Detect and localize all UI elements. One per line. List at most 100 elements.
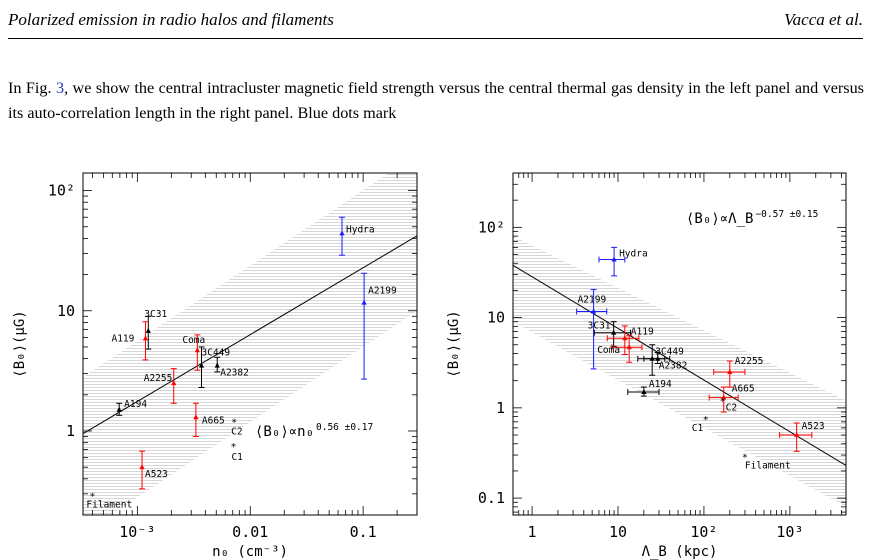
data-point: A665 xyxy=(708,384,755,413)
point-label: A523 xyxy=(145,469,168,480)
y-axis-label: ⟨B₀⟩(μG) xyxy=(446,310,462,377)
star-marker: * xyxy=(742,452,748,463)
y-tick-label: 1 xyxy=(66,422,75,440)
x-tick-label: 1 xyxy=(528,523,537,541)
triangle-marker xyxy=(794,432,800,438)
point-label: A2199 xyxy=(578,294,607,305)
star-marker: * xyxy=(230,442,236,453)
data-point: A2255 xyxy=(144,368,177,404)
point-label: 3C449 xyxy=(655,347,684,358)
triangle-marker xyxy=(611,329,617,335)
point-label: Hydra xyxy=(619,249,648,260)
data-point: A2382 xyxy=(643,352,687,372)
point-label: A194 xyxy=(124,399,147,410)
y-tick-label: 10² xyxy=(478,218,505,236)
x-tick-label: 10³ xyxy=(776,523,803,541)
point-label: 3C449 xyxy=(202,348,231,359)
triangle-marker xyxy=(641,388,647,394)
triangle-marker xyxy=(361,299,367,305)
point-label: Hydra xyxy=(346,224,375,235)
left-panel-plot: 10⁻³ 0.01 0.1 1 10 10² n₀ (cm⁻³) ⟨B₀⟩(μG) ⟨B₀⟩∝n… xyxy=(12,172,418,560)
y-axis-label: ⟨B₀⟩(μG) xyxy=(12,310,28,377)
data-point: A523 xyxy=(779,421,825,452)
point-label: C1 xyxy=(692,423,704,434)
triangle-marker xyxy=(590,308,597,314)
data-point: *C1 xyxy=(692,415,709,434)
point-label: A194 xyxy=(649,379,672,390)
x-tick-label: 0.1 xyxy=(350,523,377,541)
paragraph-text: , we show the central intracluster magne… xyxy=(8,79,864,122)
x-axis-label: Λ_B (kpc) xyxy=(642,544,718,560)
data-point: A119 xyxy=(606,325,654,356)
figure-reference-link[interactable]: 3 xyxy=(55,79,65,97)
triangle-marker xyxy=(626,344,632,350)
triangle-marker xyxy=(721,394,727,400)
y-tick-label: 1 xyxy=(496,399,505,417)
data-point: A194 xyxy=(116,399,147,416)
point-label: A665 xyxy=(732,384,755,395)
star-marker: * xyxy=(231,417,237,428)
y-tick-label: 10 xyxy=(487,309,505,327)
point-label: A523 xyxy=(802,421,825,432)
triangle-marker xyxy=(116,406,122,412)
data-point: Coma xyxy=(597,335,643,363)
triangle-marker xyxy=(655,355,661,361)
triangle-marker xyxy=(622,335,628,341)
data-point: *Filament xyxy=(86,492,132,511)
y-tick-label: 0.1 xyxy=(478,489,505,507)
data-point: A194 xyxy=(627,379,672,397)
point-label: Filament xyxy=(745,460,791,471)
data-point: *C1 xyxy=(230,442,243,463)
x-tick-label: 10⁻³ xyxy=(119,523,155,541)
right-panel-plot: 1 10 10² 10³ 0.1 1 10 10² Λ_B (kpc) ⟨B₀⟩(μG) ⟨B₀⟩∝… xyxy=(446,172,847,560)
triangle-marker xyxy=(198,362,205,368)
data-point: *Filament xyxy=(742,452,791,471)
fit-line xyxy=(513,264,846,466)
point-label: C2 xyxy=(726,403,737,414)
x-axis-label: n₀ (cm⁻³) xyxy=(212,544,288,560)
point-label: A665 xyxy=(202,415,225,426)
running-title: Polarized emission in radio halos and fi… xyxy=(8,10,334,29)
plot-frame xyxy=(512,172,847,516)
data-point: *C2 xyxy=(720,397,737,414)
triangle-marker xyxy=(214,362,220,368)
triangle-marker xyxy=(145,327,151,333)
relation-annotation: ⟨B₀⟩∝Λ_B xyxy=(686,211,753,227)
data-point: A2199 xyxy=(576,288,608,370)
point-label: 3C31 xyxy=(144,309,167,320)
point-label: A2255 xyxy=(144,373,173,384)
fit-line xyxy=(83,235,417,435)
data-point: A119 xyxy=(111,321,149,361)
data-point: *C2 xyxy=(231,417,242,437)
point-label: C2 xyxy=(231,426,242,437)
triangle-marker xyxy=(139,464,145,470)
star-marker: * xyxy=(703,415,709,426)
point-label: 3C31 xyxy=(588,321,611,332)
header-rule xyxy=(8,38,863,39)
triangle-marker xyxy=(611,256,617,262)
paragraph-lead: In Fig. xyxy=(8,79,56,97)
scatter-band xyxy=(513,236,846,507)
x-tick-label: 0.01 xyxy=(232,523,268,541)
y-tick-label: 10² xyxy=(48,182,75,200)
data-point: A523 xyxy=(139,450,168,490)
data-point: Hydra xyxy=(339,216,375,256)
triangle-marker xyxy=(727,368,733,374)
body-paragraph: In Fig. 3, we show the central intraclus… xyxy=(8,76,864,126)
relation-annotation: ⟨B₀⟩∝n₀ xyxy=(255,424,314,440)
relation-exponent: −0.57 ±0.15 xyxy=(755,209,818,220)
point-label: A2199 xyxy=(368,286,397,297)
triangle-marker xyxy=(339,230,345,236)
y-tick-label: 10 xyxy=(57,302,75,320)
relation-exponent: 0.56 ±0.17 xyxy=(316,422,373,433)
star-marker: * xyxy=(720,397,726,408)
point-label: A2382 xyxy=(220,368,249,379)
data-point: A665 xyxy=(192,402,225,437)
point-label: C1 xyxy=(231,452,243,463)
x-tick-label: 10 xyxy=(609,523,627,541)
point-label: A2255 xyxy=(735,356,764,367)
data-point: Hydra xyxy=(598,246,648,277)
point-label: Coma xyxy=(597,345,620,356)
triangle-marker xyxy=(142,335,149,341)
data-point: 3C449 xyxy=(198,346,231,388)
